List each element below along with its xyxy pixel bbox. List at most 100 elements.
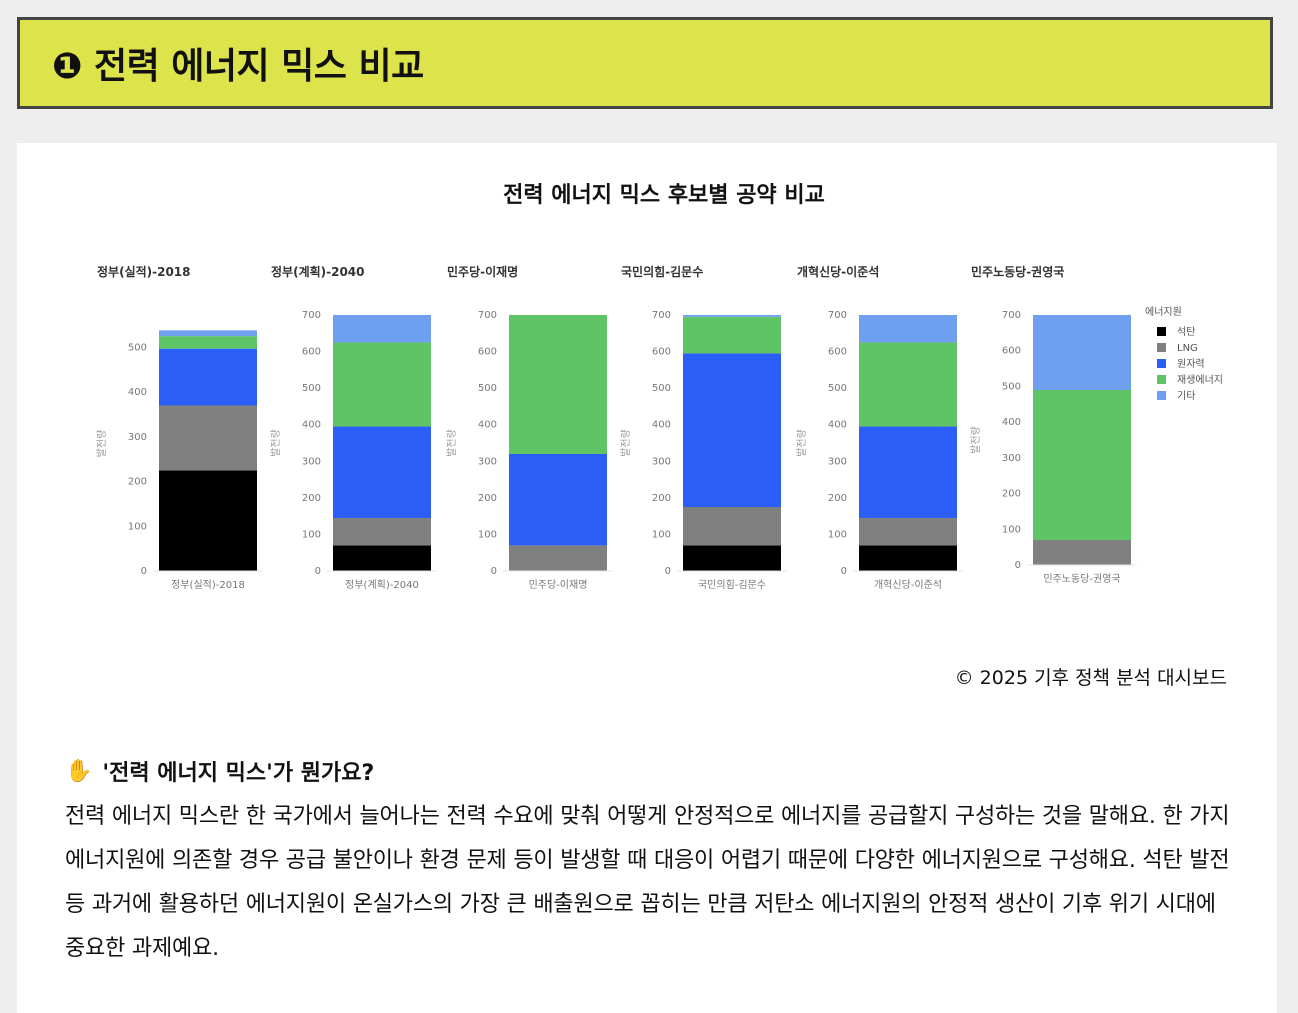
y-axis-label: 발전량 [96,430,108,458]
bar-segment [859,342,957,427]
bar-segment [159,470,257,571]
panel-title: 정부(실적)-2018 [97,264,191,279]
y-axis-label: 발전량 [796,429,808,457]
y-tick-label: 100 [652,529,671,540]
y-tick-label: 0 [315,566,321,577]
legend-label: 석탄 [1177,326,1195,338]
bar-segment [509,545,607,571]
bar-segment [683,507,781,546]
y-tick-label: 500 [478,383,497,394]
legend-swatch [1157,391,1166,400]
panel-title: 개혁신당-이준석 [797,264,879,279]
y-tick-label: 400 [828,420,847,431]
y-tick-label: 600 [828,347,847,358]
legend-swatch [1157,359,1166,368]
y-tick-label: 300 [828,456,847,467]
y-tick-label: 700 [828,310,847,321]
legend-label: LNG [1177,343,1198,354]
raised-hand-icon: ✋ [65,758,93,784]
x-tick-label: 정부(계획)-2040 [345,579,419,591]
panel-title: 민주노동당-권영국 [971,264,1064,279]
y-tick-label: 600 [1002,346,1021,357]
y-tick-label: 300 [478,456,497,467]
section-title: ❶ 전력 에너지 믹스 비교 [52,46,424,87]
bar-segment [1033,390,1131,540]
legend-title: 에너지원 [1145,306,1182,318]
y-tick-label: 300 [652,456,671,467]
y-tick-label: 100 [302,529,321,540]
copyright-text: © 2025 기후 정책 분석 대시보드 [954,667,1227,689]
bar-segment [859,426,957,518]
y-tick-label: 0 [1015,560,1021,571]
bar-segment [859,545,957,571]
y-tick-label: 0 [141,566,147,577]
y-tick-label: 700 [1002,310,1021,321]
qa-title: '전력 에너지 믹스'가 뭔가요? [102,761,375,786]
y-tick-label: 200 [828,493,847,504]
y-tick-label: 700 [478,310,497,321]
y-tick-label: 200 [478,493,497,504]
panel-title: 국민의힘-김문수 [621,264,703,279]
y-tick-label: 500 [1002,381,1021,392]
y-tick-label: 600 [652,347,671,358]
stacked-bar-charts: 정부(실적)-2018 발전량 0 100 200 300 400 500 정부(실적)-201… [96,264,1223,591]
y-tick-label: 300 [302,456,321,467]
y-tick-label: 600 [478,347,497,358]
bar-segment [333,517,431,546]
y-tick-label: 0 [491,566,497,577]
y-tick-label: 400 [478,420,497,431]
y-tick-label: 400 [652,420,671,431]
section-header: ❶ 전력 에너지 믹스 비교 [17,17,1273,109]
content-card: 전력 에너지 믹스 후보별 공약 비교 정부(실적)-2018 발전량 0 100 20… [17,143,1277,1013]
y-tick-label: 500 [828,383,847,394]
bar-segment [159,348,257,406]
bar-segment [159,330,257,337]
x-tick-label: 국민의힘-김문수 [698,579,766,591]
legend-swatch [1157,327,1166,336]
y-tick-label: 100 [478,529,497,540]
legend-label: 기타 [1177,390,1195,402]
y-tick-label: 200 [128,477,147,488]
y-tick-label: 200 [652,493,671,504]
y-tick-label: 400 [1002,417,1021,428]
bar-segment [1033,540,1131,565]
y-tick-label: 100 [828,529,847,540]
qa-body: 전력 에너지 믹스란 한 국가에서 늘어나는 전력 수요에 맞춰 어떻게 안정적… [65,804,1230,961]
bar-segment [509,453,607,546]
y-tick-label: 700 [652,310,671,321]
bar-segment [159,336,257,349]
y-tick-label: 400 [302,420,321,431]
bar-segment [859,517,957,546]
chart-title: 전력 에너지 믹스 후보별 공약 비교 [503,183,825,208]
y-tick-label: 500 [652,383,671,394]
bar-segment [859,315,957,343]
y-tick-label: 500 [128,342,147,353]
y-tick-label: 600 [302,347,321,358]
panel-title: 정부(계획)-2040 [271,264,365,279]
legend-swatch [1157,375,1166,384]
bar-segment [683,316,781,354]
y-tick-label: 100 [128,521,147,532]
bar-segment [333,342,431,427]
panel-title: 민주당-이재명 [447,264,518,279]
bar-segment [683,545,781,571]
y-tick-label: 0 [841,566,847,577]
y-tick-label: 500 [302,383,321,394]
x-tick-label: 민주노동당-권영국 [1043,573,1120,585]
bar-segment [1033,315,1131,390]
qa-heading: ✋ '전력 에너지 믹스'가 뭔가요? [65,755,374,787]
legend-label: 재생에너지 [1177,374,1223,386]
legend-swatch [1157,343,1166,352]
y-tick-label: 200 [1002,489,1021,500]
y-axis-label: 발전량 [446,429,458,457]
y-tick-label: 0 [665,566,671,577]
bar-segment [683,353,781,507]
x-tick-label: 민주당-이재명 [529,579,588,591]
y-tick-label: 400 [128,387,147,398]
x-tick-label: 정부(실적)-2018 [171,579,245,591]
legend-label: 원자력 [1177,358,1205,370]
bar-segment [683,315,781,317]
y-axis-label: 발전량 [270,429,282,457]
bar-segment [159,405,257,471]
bar-segment [333,315,431,343]
